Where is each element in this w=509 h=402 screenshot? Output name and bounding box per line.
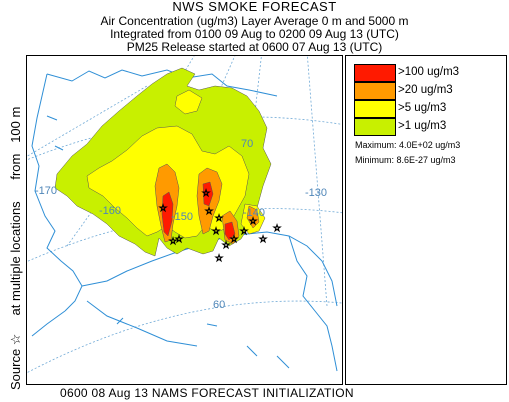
legend-swatch	[354, 100, 396, 118]
legend-label: >5 ug/m3	[398, 102, 447, 114]
source-star: ☆	[222, 240, 230, 250]
subtitle-integration: Integrated from 0100 09 Aug to 0200 09 A…	[110, 27, 399, 41]
source-star: ☆	[240, 226, 248, 236]
latitude-line-60	[27, 300, 342, 374]
source-star: ☆	[249, 216, 257, 226]
legend-label: >20 ug/m3	[398, 84, 453, 96]
source-star: ☆	[205, 206, 213, 216]
source-star: ☆	[215, 213, 223, 223]
longitude-label-170: -170	[35, 185, 57, 197]
legend-swatch	[354, 82, 396, 100]
coastline-west-alaska	[31, 73, 83, 312]
latitude-label-70: 70	[241, 138, 253, 150]
legend-swatch	[354, 118, 396, 136]
source-star: ☆	[175, 234, 183, 244]
longitude-line-170	[27, 85, 148, 157]
source-star: ☆	[273, 223, 281, 233]
chart-title: NWS SMOKE FORECAST	[172, 0, 337, 14]
longitude-label-160: -160	[99, 205, 121, 217]
plume-over-100	[161, 181, 236, 241]
longitude-label-130: -130	[305, 187, 327, 199]
legend-label: >100 ug/m3	[398, 66, 460, 78]
source-star: ☆	[202, 188, 210, 198]
coastline-southeast-panhandle	[288, 235, 338, 372]
longitude-label-150: -150	[171, 211, 193, 223]
minimum-value: Minimum: 8.6E-27 ug/m3	[355, 155, 456, 165]
source-locations-label: Source ☆ at multiple locations from 100 …	[8, 106, 23, 390]
longitude-line-130	[306, 56, 328, 307]
source-star: ☆	[215, 253, 223, 263]
subtitle-release: PM25 Release started at 0600 07 Aug 13 (…	[126, 40, 383, 54]
legend-swatch	[354, 64, 396, 82]
source-star: ☆	[230, 234, 238, 244]
maximum-value: Maximum: 4.0E+02 ug/m3	[355, 140, 461, 150]
source-markers: ☆ ☆ ☆ ☆ ☆ ☆ ☆ ☆ ☆ ☆ ☆ ☆ ☆ ☆	[159, 188, 282, 264]
coastline-aleutians	[31, 300, 198, 347]
source-star: ☆	[212, 226, 220, 236]
source-star: ☆	[159, 203, 167, 213]
legend-panel: >100 ug/m3 >20 ug/m3 >5 ug/m3 >1 ug/m3 M…	[345, 55, 507, 385]
graticule-labels: -170 -160 -150 -140 -130 70 60	[35, 138, 327, 311]
legend-label: >1 ug/m3	[398, 120, 447, 132]
smoke-map: ☆ ☆ ☆ ☆ ☆ ☆ ☆ ☆ ☆ ☆ ☆ ☆ ☆ ☆ -170 -160 -1…	[27, 56, 342, 374]
source-star: ☆	[259, 234, 267, 244]
coastline-islands	[46, 115, 290, 369]
subtitle-concentration: Air Concentration (ug/m3) Layer Average …	[100, 14, 409, 28]
longitude-label-140: -140	[243, 207, 265, 219]
source-star: ☆	[169, 236, 177, 246]
forecast-initialization-label: 0600 08 Aug 13 NAMS FORECAST INITIALIZAT…	[60, 386, 354, 400]
latitude-label-60: 60	[213, 299, 225, 311]
coastline-north-slope	[46, 69, 278, 97]
map-panel: ☆ ☆ ☆ ☆ ☆ ☆ ☆ ☆ ☆ ☆ ☆ ☆ ☆ ☆ -170 -160 -1…	[26, 55, 343, 385]
